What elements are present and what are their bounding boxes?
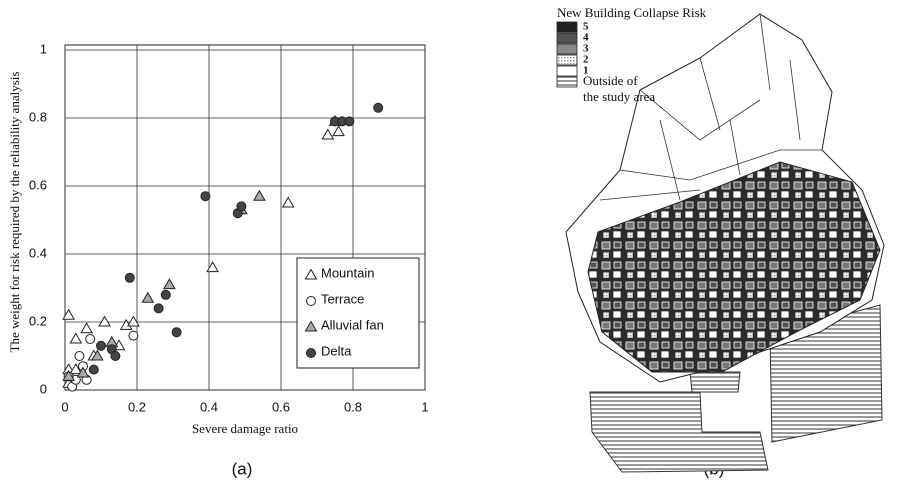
marker [304, 268, 318, 280]
legend-label: 3 [583, 43, 589, 55]
marker [253, 189, 266, 201]
legend-swatch [556, 32, 578, 44]
legend-label: 5 [583, 21, 589, 33]
marker [76, 366, 90, 378]
legend-label: Terrace [321, 291, 364, 306]
y-tick-label: 1 [40, 41, 47, 56]
marker [236, 201, 247, 212]
legend-label: 4 [583, 32, 589, 44]
marker [281, 196, 295, 208]
marker [96, 340, 106, 351]
map-streets [599, 13, 822, 201]
marker [74, 351, 85, 361]
marker [200, 191, 211, 202]
legend-swatch [556, 76, 578, 88]
legend-swatch [556, 43, 578, 55]
marker [332, 125, 345, 137]
marker [321, 128, 335, 140]
caption: (a) [232, 459, 253, 478]
marker [344, 116, 355, 127]
x-axis-label: Severe damage ratio [192, 421, 298, 436]
marker [62, 369, 75, 381]
marker [171, 327, 182, 338]
legend-label: the study area [583, 89, 655, 104]
y-tick-label: 0.2 [29, 313, 47, 328]
x-tick-label: 0.8 [344, 399, 362, 414]
legend-label: Alluvial fan [321, 317, 384, 332]
x-tick-label: 0.2 [128, 399, 146, 414]
map-outside-area [689, 371, 741, 393]
marker [306, 296, 316, 306]
x-tick-label: 0 [61, 399, 68, 414]
marker [85, 334, 96, 344]
marker [69, 332, 83, 344]
legend-label: 2 [583, 54, 589, 66]
marker [160, 289, 171, 300]
legend-swatch [556, 65, 578, 77]
x-tick-label: 0.6 [272, 399, 290, 414]
marker [88, 364, 99, 375]
marker [80, 322, 93, 334]
marker [110, 351, 121, 361]
marker [124, 272, 135, 283]
marker [69, 363, 83, 375]
y-tick-label: 0 [40, 381, 47, 396]
legend-label: Outside of [583, 73, 638, 88]
map [565, 13, 885, 473]
map-risk-area [587, 161, 881, 373]
legend-label: Mountain [321, 265, 374, 280]
y-tick-label: 0.4 [29, 245, 47, 260]
marker [128, 330, 139, 341]
marker [206, 261, 219, 273]
marker [62, 308, 75, 320]
marker [98, 315, 111, 327]
y-tick-label: 0.8 [29, 109, 47, 124]
x-tick-label: 0.4 [200, 399, 218, 414]
scatter-chart: 0 0.2 0.4 0.6 0.8 1 0 0.2 0.4 0.6 0.8 1 Severe damag… [7, 41, 429, 436]
marker [91, 349, 104, 361]
y-tick-label: 0.6 [29, 177, 47, 192]
y-axis-label: The weight for risk required by the reli… [7, 72, 22, 353]
marker [163, 278, 176, 290]
marker [141, 291, 155, 303]
legend-swatch [556, 21, 578, 33]
marker [373, 102, 384, 113]
x-tick-label: 1 [421, 399, 428, 414]
marker [304, 320, 318, 332]
marker [127, 315, 140, 327]
map-legend-title: New Building Collapse Risk [557, 5, 707, 20]
legend-label: 1 [583, 65, 589, 77]
map-legend: New Building Collapse Risk 54321Outside … [556, 5, 707, 104]
legend-swatch [556, 54, 578, 66]
map-outside-area [589, 391, 769, 473]
marker [153, 303, 164, 314]
marker [306, 348, 316, 358]
legend-box [296, 257, 420, 369]
legend-label: Delta [321, 343, 352, 358]
